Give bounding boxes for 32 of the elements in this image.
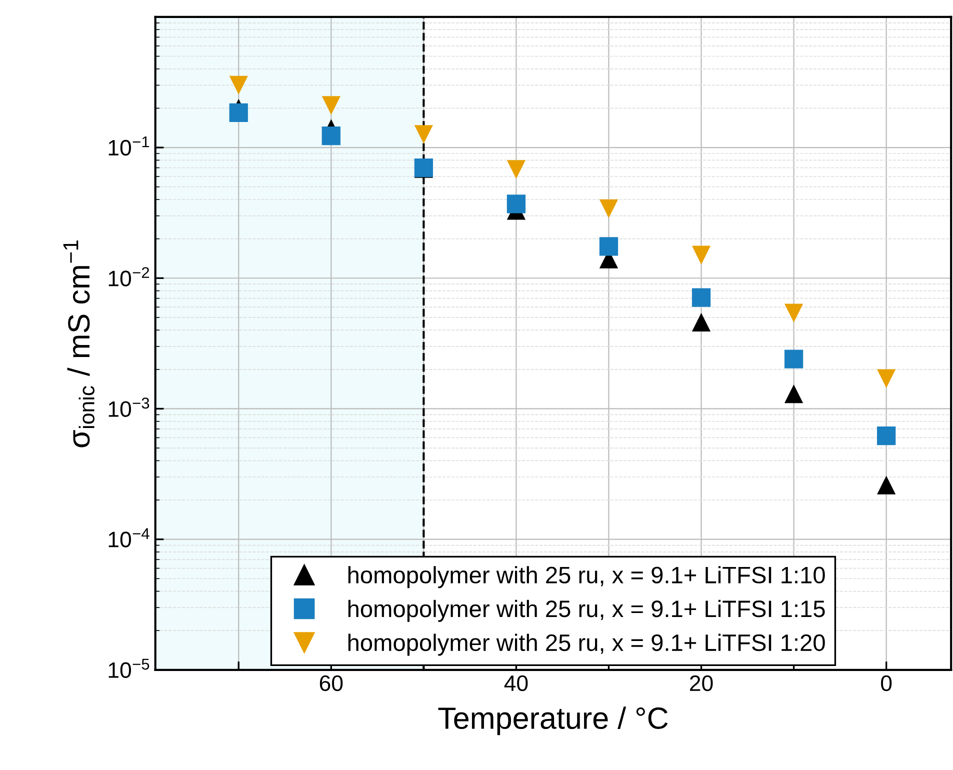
point [322,96,340,115]
point [229,76,248,95]
y-tick-label: 10$^{−2}$ [108,267,150,286]
y-axis-title: σ$_{ionic}$ / mS cm$^{−1}$ [63,240,94,448]
point [692,288,711,307]
point [322,126,340,146]
x-tick-label: 0 [881,675,892,692]
point [784,384,804,404]
x-tick-label: 40 [504,675,528,692]
y-tick-label: 10$^{−1}$ [108,136,150,156]
point [229,103,248,122]
point [877,369,896,388]
point [506,194,526,214]
point [877,476,896,494]
y-tick-label: 10$^{−5}$ [108,658,150,678]
legend-label: homopolymer with 25 ru, x = 9.1+ LiTFSI 1:20 [348,634,825,656]
legend-label: homopolymer with 25 ru, x = 9.1+ LiTFSI 1:10 [348,566,825,588]
point [599,237,618,256]
y-tick-label: 10$^{−4}$ [108,528,150,548]
point [877,426,896,446]
point [599,199,618,218]
point [784,350,804,368]
x-tick-label: 20 [690,675,713,692]
legend-label: homopolymer with 25 ru, x = 9.1+ LiTFSI 1:15 [348,600,825,622]
point [784,304,804,322]
point [506,160,526,179]
point [692,246,711,264]
x-tick-label: 60 [320,675,343,692]
point [692,312,711,332]
y-tick-label: 10$^{−3}$ [108,398,150,417]
point [414,125,433,144]
x-axis-title: Temperature / °C [438,706,668,736]
